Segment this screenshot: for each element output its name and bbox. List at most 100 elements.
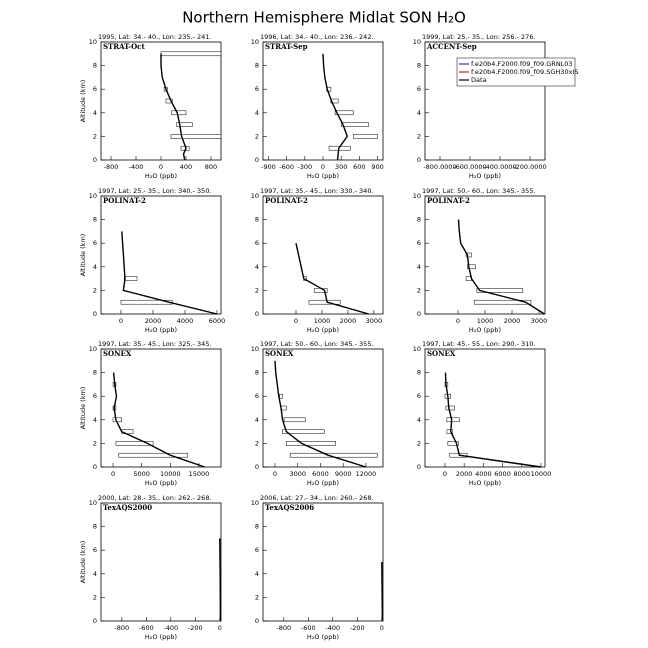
y-tick-label: 8	[93, 523, 97, 531]
x-tick-label: 10000	[160, 470, 181, 478]
x-tick-label: 6000	[209, 317, 226, 325]
x-tick-label: -400	[129, 163, 144, 171]
y-tick-label: 6	[417, 392, 421, 400]
y-tick-label: 2	[93, 593, 97, 601]
panel-label: SONEX	[265, 349, 294, 358]
x-tick-label: -800	[276, 624, 291, 632]
panel-label: TexAQS2006	[265, 503, 314, 512]
range-box	[283, 417, 306, 423]
y-tick-label: 6	[93, 85, 97, 93]
range-box	[308, 299, 341, 305]
y-tick-label: 2	[417, 439, 421, 447]
y-tick-label: 4	[417, 263, 421, 271]
x-tick-label: -200.0000	[513, 163, 546, 171]
panel-label: SONEX	[103, 349, 132, 358]
x-tick-label: 8000	[513, 470, 530, 478]
panel-label: SONEX	[427, 349, 456, 358]
y-tick-label: 2	[417, 286, 421, 294]
panel-label: TexAQS2000	[103, 503, 152, 512]
y-tick-label: 10	[89, 192, 97, 200]
plot-frame	[424, 41, 546, 161]
range-box	[334, 110, 354, 116]
data-line	[381, 561, 384, 622]
panel-header: 1997, Lat: 50.- 60., Lon: 345.- 355.	[260, 340, 374, 348]
x-tick-label: 2000	[340, 317, 357, 325]
y-tick-label: 0	[255, 463, 259, 471]
range-box	[447, 441, 459, 446]
data-line	[295, 243, 369, 315]
x-tick-label: 5000	[133, 470, 150, 478]
x-axis-label: H₂O (ppb)	[145, 172, 177, 180]
x-tick-label: 0	[111, 470, 115, 478]
y-tick-label: 8	[255, 369, 259, 377]
x-tick-label: -600	[139, 624, 154, 632]
x-tick-label: -600	[301, 624, 316, 632]
y-tick-label: 10	[251, 499, 259, 507]
y-tick-label: 8	[93, 369, 97, 377]
x-axis-label: H₂O (ppb)	[145, 479, 177, 487]
y-tick-label: 10	[89, 345, 97, 353]
panel-header: 1997, Lat: 35.- 45., Lon: 330.- 340.	[260, 187, 374, 195]
range-box	[473, 299, 532, 305]
legend-label: f.e20b4.F2000.f09_f09.SGH30xIS	[471, 68, 578, 76]
y-tick-label: 2	[255, 132, 259, 140]
x-tick-label: -800	[114, 624, 129, 632]
y-tick-label: 0	[255, 156, 259, 164]
y-tick-label: 0	[93, 156, 97, 164]
range-box	[446, 417, 460, 423]
y-axis-label: Altitude (km)	[79, 234, 87, 277]
x-tick-label: 10000	[531, 470, 552, 478]
x-tick-label: -900	[261, 163, 276, 171]
y-tick-label: 0	[255, 310, 259, 318]
x-tick-label: -600	[279, 163, 294, 171]
y-tick-label: 10	[251, 345, 259, 353]
range-box	[160, 51, 222, 57]
x-tick-label: 2000	[504, 317, 521, 325]
y-axis-label: Altitude (km)	[79, 387, 87, 430]
x-tick-label: 2000	[145, 317, 162, 325]
y-tick-label: 0	[417, 156, 421, 164]
y-tick-label: 2	[255, 439, 259, 447]
range-box	[446, 429, 453, 434]
x-axis-label: H₂O (ppb)	[307, 172, 339, 180]
x-tick-label: 300	[335, 163, 347, 171]
x-tick-label: 3000	[531, 317, 548, 325]
range-box	[165, 98, 173, 104]
y-tick-label: 0	[93, 463, 97, 471]
range-box	[170, 134, 222, 139]
legend-box	[456, 57, 576, 87]
y-tick-label: 4	[255, 109, 259, 117]
y-tick-label: 8	[93, 62, 97, 70]
x-tick-label: 600	[353, 163, 365, 171]
panel-header: 2006, Lat: 27.- 34., Lon: 260.- 268.	[260, 494, 374, 502]
x-tick-label: 6000	[494, 470, 511, 478]
y-tick-label: 4	[93, 263, 97, 271]
x-tick-label: -200	[350, 624, 365, 632]
y-tick-label: 6	[255, 85, 259, 93]
panel-header: 1997, Lat: 50.- 60., Lon: 345.- 355.	[422, 187, 536, 195]
x-tick-label: 0	[456, 317, 460, 325]
y-tick-label: 2	[93, 439, 97, 447]
y-axis-label: Altitude (km)	[79, 80, 87, 123]
x-tick-label: 0	[443, 470, 447, 478]
y-tick-label: 8	[255, 216, 259, 224]
plot-frame	[100, 502, 222, 622]
data-line	[274, 360, 367, 468]
y-tick-label: 8	[417, 369, 421, 377]
range-box	[286, 441, 336, 446]
range-box	[118, 452, 188, 458]
panel-header: 2000, Lat: 28.- 35., Lon: 262.- 268.	[98, 494, 212, 502]
y-tick-label: 4	[93, 570, 97, 578]
chart-title: Northern Hemisphere Midlat SON H₂O	[182, 9, 466, 27]
y-tick-label: 2	[255, 593, 259, 601]
x-tick-label: 0	[321, 163, 325, 171]
data-line	[444, 372, 542, 468]
x-axis-label: H₂O (ppb)	[469, 326, 501, 334]
y-tick-label: 4	[417, 416, 421, 424]
plot-frame	[262, 195, 384, 315]
range-box	[353, 134, 378, 139]
y-tick-label: 8	[417, 216, 421, 224]
panel-header: 1995, Lat: 34.- 40., Lon: 235.- 241.	[98, 33, 212, 41]
panel-label: POLINAT-2	[103, 196, 146, 205]
